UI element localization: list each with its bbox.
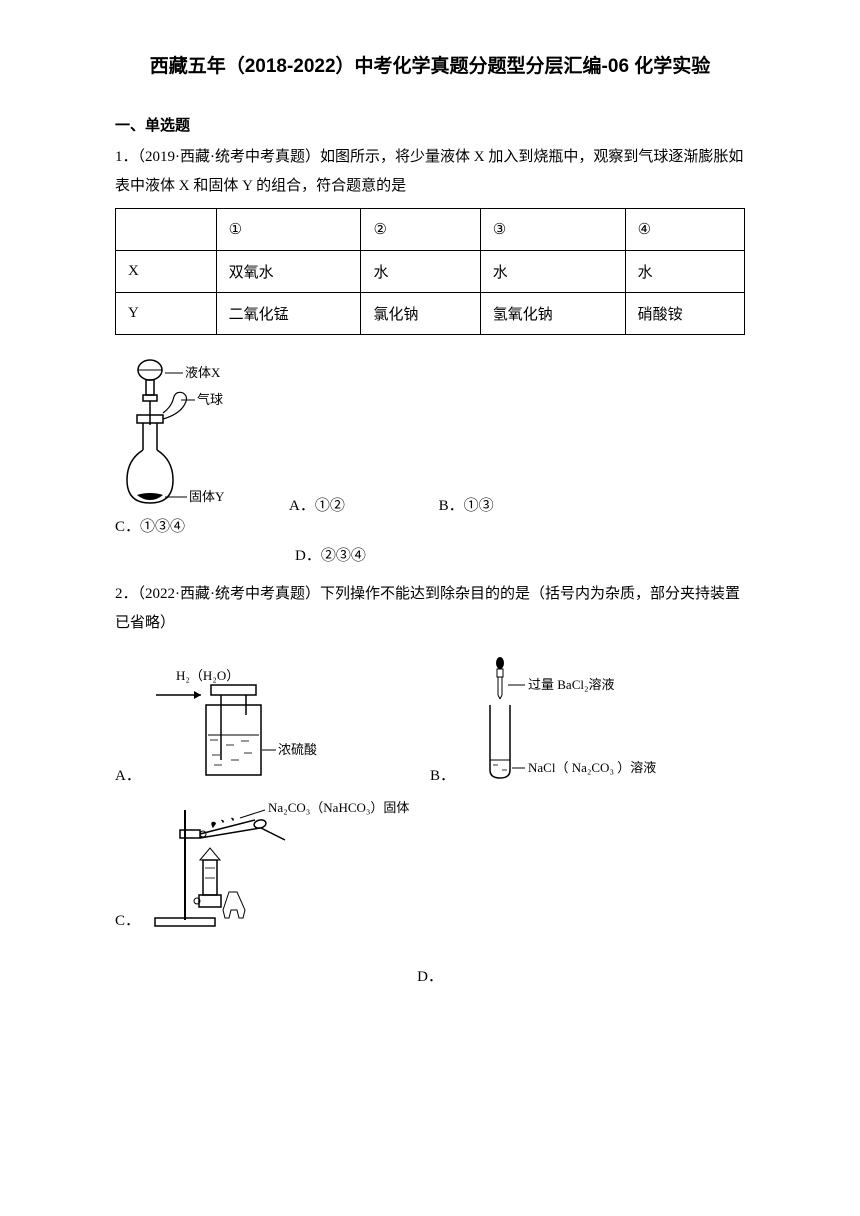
q1-text: 1．（2019·西藏·统考中考真题）如图所示，将少量液体 X 加入到烧瓶中，观察… — [115, 143, 745, 200]
table-cell: ① — [216, 209, 361, 251]
option-d: D．②③④ — [295, 544, 745, 565]
table-cell: X — [116, 251, 217, 293]
table-cell: 氢氧化钠 — [480, 293, 625, 335]
table-cell: ② — [361, 209, 480, 251]
gas-washing-bottle-icon: H₂（H₂O） 浓硫酸 — [146, 665, 346, 785]
option-c: C．①③④ — [115, 515, 185, 536]
liquid-label: 液体X — [185, 365, 221, 380]
option-label-c: C． — [115, 909, 140, 930]
q2-diagrams: A． H₂（H₂O） 浓硫酸 B． — [115, 655, 745, 986]
q1-table: ① ② ③ ④ X 双氧水 水 水 水 Y 二氧化锰 氯化钠 氢氧化钠 硝酸铵 — [115, 208, 745, 335]
q2-text: 2．（2022·西藏·统考中考真题）下列操作不能达到除杂目的的是（括号内为杂质，… — [115, 580, 745, 637]
q1-diagram-options: 液体X 气球 固体Y A．①② B．①③ C．①③④ D．②③④ — [115, 355, 745, 565]
q2-option-b: B． 过量 BaCl₂溶液 NaCl（ Na₂CO₃ ）溶液 — [430, 655, 745, 785]
solid-label: 固体Y — [189, 489, 225, 504]
page-title: 西藏五年（2018-2022）中考化学真题分题型分层汇编-06 化学实验 — [115, 50, 745, 84]
table-row: X 双氧水 水 水 水 — [116, 251, 745, 293]
table-cell: 双氧水 — [216, 251, 361, 293]
option-label-d: D． — [115, 965, 745, 986]
table-cell: 水 — [480, 251, 625, 293]
option-label-b: B． — [430, 764, 455, 785]
table-cell: 硝酸铵 — [625, 293, 744, 335]
option-label-a: A． — [115, 764, 141, 785]
table-cell: ③ — [480, 209, 625, 251]
table-cell: 二氧化锰 — [216, 293, 361, 335]
q2-option-c: C． Na₂CO₃（NaHCO₃）固体 — [115, 800, 455, 930]
option-a: A．①② — [289, 494, 345, 515]
flask-apparatus-icon: 液体X 气球 固体Y — [115, 355, 285, 515]
table-cell — [116, 209, 217, 251]
q2-option-a: A． H₂（H₂O） 浓硫酸 — [115, 665, 430, 785]
gas-label: H₂（H₂O） — [176, 668, 239, 683]
section-heading: 一、单选题 — [115, 114, 745, 135]
table-cell: 水 — [625, 251, 744, 293]
heating-apparatus-icon: Na₂CO₃（NaHCO₃）固体 — [145, 800, 455, 930]
table-row: Y 二氧化锰 氯化钠 氢氧化钠 硝酸铵 — [116, 293, 745, 335]
solid-label-c: Na₂CO₃（NaHCO₃）固体 — [268, 800, 409, 815]
table-row: ① ② ③ ④ — [116, 209, 745, 251]
tube-label: NaCl（ Na₂CO₃ ）溶液 — [528, 760, 656, 775]
option-b: B．①③ — [439, 494, 494, 515]
table-cell: ④ — [625, 209, 744, 251]
dropper-label: 过量 BaCl₂溶液 — [528, 677, 615, 692]
test-tube-dropper-icon: 过量 BaCl₂溶液 NaCl（ Na₂CO₃ ）溶液 — [460, 655, 720, 785]
acid-label: 浓硫酸 — [278, 742, 317, 757]
balloon-label: 气球 — [197, 392, 223, 407]
table-cell: Y — [116, 293, 217, 335]
table-cell: 氯化钠 — [361, 293, 480, 335]
table-cell: 水 — [361, 251, 480, 293]
